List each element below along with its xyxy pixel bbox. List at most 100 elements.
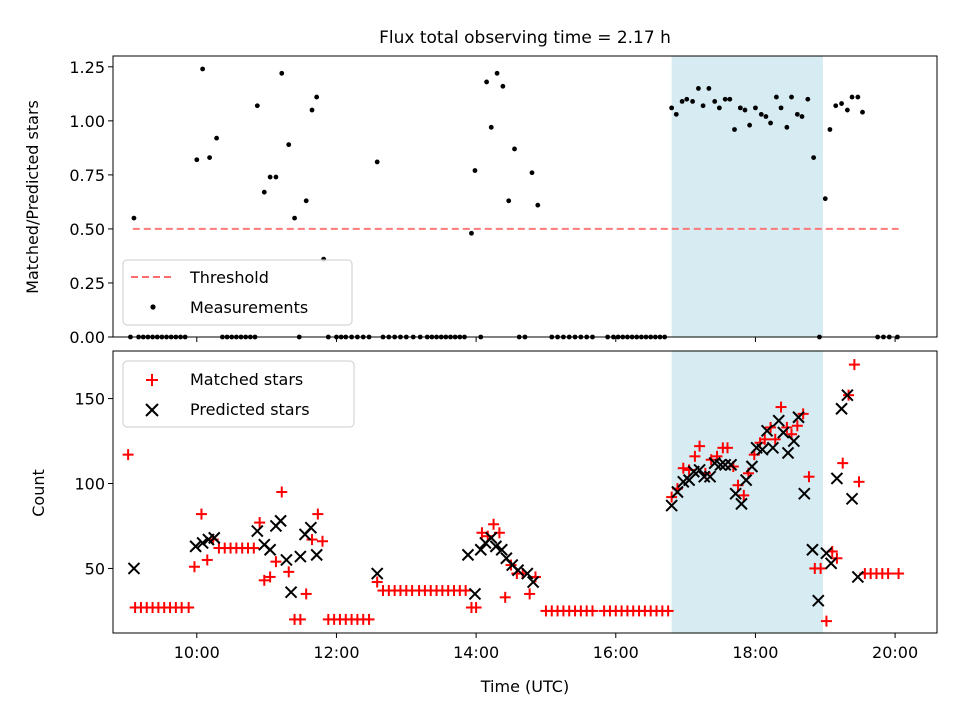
measurement-point xyxy=(472,168,478,173)
measurement-point xyxy=(794,111,800,117)
matched-star-point xyxy=(759,433,771,445)
measurement-point xyxy=(849,94,855,100)
legend-predicted-label: Predicted stars xyxy=(190,400,310,419)
predicted-star-point xyxy=(251,524,264,538)
measurement-point xyxy=(716,105,722,111)
predicted-star-point xyxy=(127,562,141,575)
predicted-star-point xyxy=(682,473,696,487)
measurement-point xyxy=(753,105,758,111)
matched-star-point xyxy=(270,556,282,568)
predicted-star-point xyxy=(756,443,769,456)
matched-star-point xyxy=(820,615,832,627)
x-tick-label: 20:00 xyxy=(872,643,918,662)
y-tick-label: 50 xyxy=(85,559,105,578)
measurement-point xyxy=(763,114,769,119)
measurement-point xyxy=(706,86,712,91)
predicted-star-point xyxy=(824,557,838,570)
matched-star-point xyxy=(254,517,266,529)
predicted-star-point xyxy=(495,543,508,556)
predicted-star-point xyxy=(208,531,221,545)
predicted-star-point xyxy=(370,567,384,580)
count-legend-box xyxy=(122,360,355,428)
measurement-point xyxy=(529,170,535,176)
y-tick-label: 0.00 xyxy=(69,328,105,347)
measurement-point xyxy=(833,103,839,109)
predicted-star-point xyxy=(665,499,678,512)
predicted-star-point xyxy=(820,546,833,560)
measurement-point xyxy=(254,103,260,109)
matched-star-point xyxy=(312,508,324,520)
matched-star-point xyxy=(188,561,200,573)
predicted-star-point xyxy=(698,470,711,483)
matched-star-point xyxy=(294,613,306,625)
legend-measurements-swatch xyxy=(150,304,156,310)
predicted-star-point xyxy=(284,586,298,599)
predicted-star-point xyxy=(781,446,795,460)
measurement-point xyxy=(535,202,541,208)
predicted-star-point xyxy=(521,567,534,580)
matched-star-point xyxy=(276,486,288,498)
measurement-point xyxy=(214,135,219,141)
matched-star-point xyxy=(300,588,312,600)
matched-star-point xyxy=(775,401,787,413)
y-tick-label: 100 xyxy=(74,475,105,494)
predicted-star-point xyxy=(739,473,753,487)
measurement-point xyxy=(261,189,267,195)
count-marks xyxy=(122,359,905,627)
predicted-star-point xyxy=(830,472,844,485)
predicted-star-point xyxy=(693,463,706,477)
predicted-star-point xyxy=(851,570,865,584)
measurement-point xyxy=(758,111,764,117)
predicted-star-point xyxy=(835,402,848,415)
measurement-point xyxy=(732,127,737,132)
matched-star-point xyxy=(689,450,701,462)
measurement-point xyxy=(712,98,718,104)
measurement-point xyxy=(279,70,285,76)
predicted-star-point xyxy=(485,531,498,545)
predicted-star-point xyxy=(196,536,209,550)
matched-star-point xyxy=(248,542,260,554)
matched-star-point xyxy=(694,440,706,452)
count-highlight-span xyxy=(671,351,823,633)
matched-star-point xyxy=(316,535,328,547)
x-tick-label: 14:00 xyxy=(453,643,499,662)
matched-star-point xyxy=(201,554,213,566)
measurement-point xyxy=(512,146,517,152)
predicted-star-point xyxy=(798,487,811,500)
chart-title: Flux total observing time = 2.17 h xyxy=(379,28,671,48)
measurement-point xyxy=(789,94,794,100)
matched-star-point xyxy=(815,562,827,574)
measurement-point xyxy=(684,96,690,102)
count-legend: Matched stars Predicted stars xyxy=(122,360,355,428)
measurement-point xyxy=(742,107,748,113)
measurement-point xyxy=(267,174,273,180)
predicted-star-point xyxy=(474,543,487,556)
measurement-point xyxy=(314,94,320,100)
ratio-axes-frame xyxy=(112,55,938,338)
measurement-point xyxy=(494,70,500,76)
measurement-point xyxy=(860,109,865,115)
legend-matched-label: Matched stars xyxy=(190,370,303,389)
matched-star-point xyxy=(781,421,793,433)
measurement-point xyxy=(374,159,380,165)
ratio-highlight-span xyxy=(671,56,823,337)
measurement-point xyxy=(679,98,685,104)
x-tick-label: 12:00 xyxy=(313,643,359,662)
matched-star-point xyxy=(470,602,482,614)
matched-star-point xyxy=(258,574,270,586)
measurement-point xyxy=(827,127,833,132)
measurement-point xyxy=(811,155,817,160)
measurement-point xyxy=(722,96,728,102)
x-tick-label: 16:00 xyxy=(593,643,639,662)
legend-measurements-label: Measurements xyxy=(190,298,308,317)
matched-star-point xyxy=(460,585,472,597)
measurement-point xyxy=(844,107,850,113)
matched-star-point xyxy=(195,508,207,520)
ratio-y-axis: 0.00 0.25 0.50 0.75 1.00 1.25 xyxy=(69,58,113,347)
matched-star-point xyxy=(122,449,134,461)
measurement-point xyxy=(131,215,137,221)
matched-star-point xyxy=(183,602,195,614)
predicted-star-point xyxy=(189,540,202,553)
matched-star-point xyxy=(769,433,781,445)
measurement-point xyxy=(292,215,297,221)
